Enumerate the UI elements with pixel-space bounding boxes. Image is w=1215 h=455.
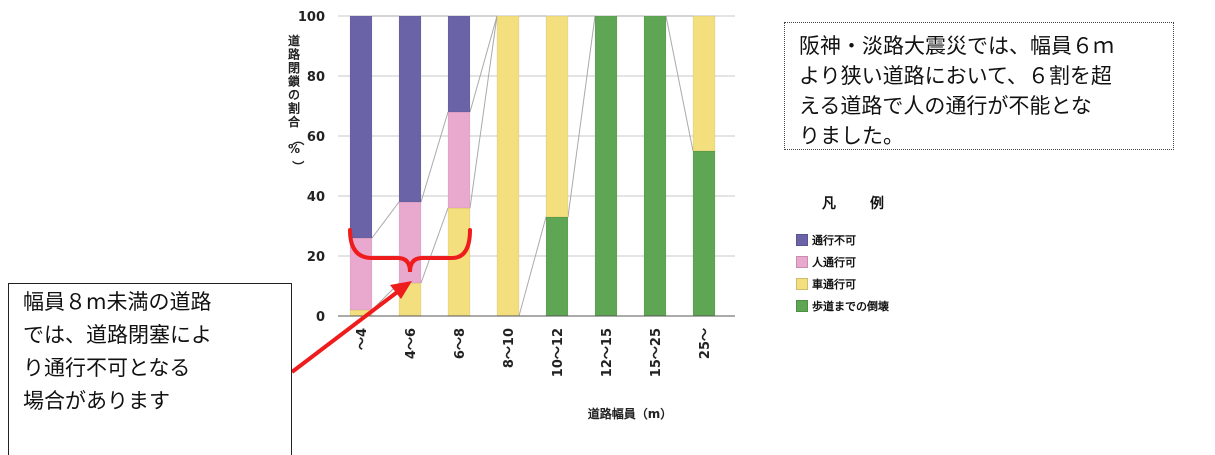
connector-line <box>420 207 449 284</box>
x-tick-group: 15～25 <box>649 328 664 377</box>
x-tick-group: 4～6 <box>404 328 419 359</box>
connector-line <box>665 15 694 152</box>
legend-label: 歩道までの倒壊 <box>812 300 889 313</box>
y-tick-label: 0 <box>316 310 325 325</box>
legend-swatch <box>796 256 808 268</box>
legend-swatch <box>796 300 808 312</box>
legend-label: 人通行可 <box>812 256 856 269</box>
legend-swatch <box>796 278 808 290</box>
legend-item-sidewalk-collapse: 歩道までの倒壊 <box>796 295 936 317</box>
bar-segment <box>447 207 471 317</box>
y-label-char: （ <box>291 133 306 145</box>
x-tick-group: ～4 <box>355 328 370 350</box>
callout-line: 場合があります <box>23 389 170 413</box>
y-label-char: 鎖 <box>288 74 301 89</box>
x-tick-label: 6～8 <box>453 328 468 359</box>
arrow-line <box>290 288 402 374</box>
connector-line <box>469 15 498 209</box>
x-tick-label: 4～6 <box>404 328 419 359</box>
y-label-char: % <box>288 142 300 156</box>
bar-segment <box>447 15 471 113</box>
note-line: より狭い道路において、６割を超 <box>799 64 1112 88</box>
y-tick-label: 60 <box>307 130 325 145</box>
legend-label: 車通行可 <box>812 278 856 291</box>
note-line: りました。 <box>799 124 904 148</box>
x-tick-label: 8～10 <box>502 328 517 368</box>
y-label-char: 道 <box>288 33 300 48</box>
connector-line <box>420 111 449 203</box>
legend-swatch <box>796 234 808 246</box>
y-tick-label: 100 <box>298 10 325 25</box>
legend-item-vehicle: 車通行可 <box>796 273 936 295</box>
x-tick-label: 12～15 <box>600 328 615 377</box>
connector-line <box>371 201 400 239</box>
bar-segment <box>643 15 667 317</box>
y-tick-label: 40 <box>307 190 325 205</box>
connector-line <box>469 15 498 113</box>
y-label-char-group: ） <box>291 160 306 172</box>
brace-icon <box>348 228 472 273</box>
y-label-char: の <box>288 88 300 102</box>
bar-segment <box>545 15 569 218</box>
x-tick-label: 15～25 <box>649 328 664 377</box>
callout-line: り通行不可となる <box>23 356 191 380</box>
note-line: える道路で人の通行が不能とな <box>799 94 1092 118</box>
connector-line <box>567 15 596 218</box>
bar-segment <box>692 150 716 317</box>
legend-item-impassable: 通行不可 <box>796 229 936 251</box>
bar-segment <box>447 111 471 209</box>
x-tick-label: ～4 <box>355 328 370 350</box>
x-tick-group: 12～15 <box>600 328 615 377</box>
legend-label: 通行不可 <box>812 234 856 247</box>
axes: 0 20 40 60 80 100 ～4 4～6 6～8 8～10 10～12 12～15 15～25 2… <box>298 10 735 377</box>
x-tick-label: 10～12 <box>551 328 566 377</box>
arrow-head-icon <box>390 281 412 299</box>
x-tick-group: 10～12 <box>551 328 566 377</box>
y-label-char: 閉 <box>288 61 300 75</box>
x-tick-label: 25～ <box>698 328 713 359</box>
legend-title: 凡 例 <box>822 196 894 212</box>
bar-segment <box>692 15 716 152</box>
note-box: 阪神・淡路大震災では、幅員６ｍ より狭い道路において、６割を超 える道路で人の通… <box>784 22 1174 150</box>
bars <box>349 15 716 317</box>
connector-line <box>518 216 547 317</box>
y-label-char: 路 <box>288 47 301 62</box>
bar-segment <box>496 15 520 317</box>
x-tick-group: 8～10 <box>502 328 517 368</box>
callout-annotations <box>290 228 472 374</box>
legend-item-pedestrian: 人通行可 <box>796 251 936 273</box>
callout-line: では、道路閉塞によ <box>23 323 212 347</box>
y-label-char-group: （ <box>291 133 306 145</box>
gridlines <box>338 15 735 257</box>
bar-segment <box>398 15 422 203</box>
y-label-char: 割 <box>288 101 300 116</box>
x-axis-label: 道路幅員（m） <box>588 406 673 421</box>
x-tick-group: 25～ <box>698 328 713 359</box>
y-label-char: 合 <box>288 114 301 129</box>
x-tick-group: 6～8 <box>453 328 468 359</box>
callout-box: 幅員８m未満の道路 では、道路閉塞によ り通行不可となる 場合があります <box>8 283 292 455</box>
legend: 凡 例 通行不可 人通行可 車通行可 歩道までの倒壊 <box>796 193 936 317</box>
bar-segment <box>594 15 618 317</box>
callout-line: 幅員８m未満の道路 <box>23 290 212 314</box>
bar-segment <box>545 216 569 317</box>
y-tick-label: 80 <box>307 70 325 85</box>
note-line: 阪神・淡路大震災では、幅員６ｍ <box>799 34 1114 58</box>
bar-segment <box>349 15 373 239</box>
y-tick-label: 20 <box>307 250 325 265</box>
y-label-char: ） <box>291 160 306 172</box>
